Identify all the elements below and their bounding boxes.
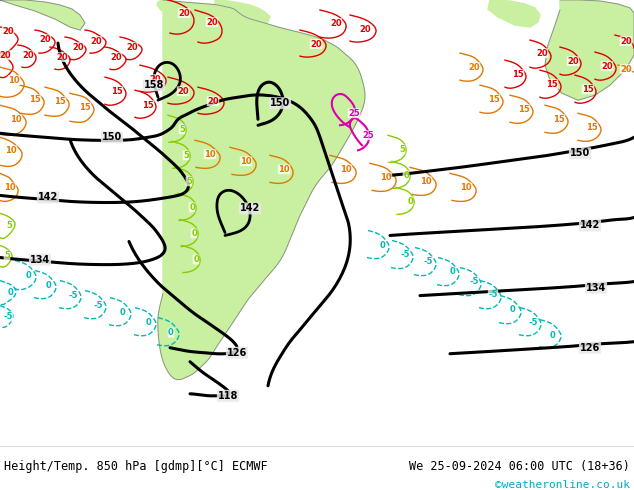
Text: -5: -5 [528, 318, 538, 327]
Text: 10: 10 [420, 177, 432, 186]
Polygon shape [545, 0, 634, 100]
Text: 150: 150 [570, 148, 590, 158]
Text: 0: 0 [379, 241, 385, 250]
Text: 5: 5 [179, 125, 185, 134]
Text: 5: 5 [183, 151, 189, 160]
Text: 0: 0 [510, 305, 516, 314]
Text: 20: 20 [90, 37, 102, 46]
Text: 15: 15 [586, 123, 598, 132]
Text: 0: 0 [191, 229, 197, 238]
Text: 15: 15 [54, 97, 66, 106]
Text: Height/Temp. 850 hPa [gdmp][°C] ECMWF: Height/Temp. 850 hPa [gdmp][°C] ECMWF [4, 460, 268, 473]
Text: 0: 0 [403, 171, 409, 180]
Text: 0: 0 [7, 288, 13, 297]
Text: 158: 158 [144, 80, 164, 90]
Text: 20: 20 [126, 43, 138, 51]
Text: 15: 15 [518, 105, 530, 114]
Text: 20: 20 [601, 62, 613, 71]
Text: 20: 20 [39, 35, 51, 44]
Text: 10: 10 [278, 165, 290, 174]
Text: 150: 150 [102, 132, 122, 142]
Text: 5: 5 [399, 145, 405, 154]
Text: 15: 15 [582, 85, 594, 94]
Text: 10: 10 [460, 183, 472, 192]
Text: 20: 20 [178, 8, 190, 18]
Text: 15: 15 [546, 80, 558, 89]
Text: 20: 20 [330, 19, 342, 27]
Text: 20: 20 [0, 50, 11, 60]
Text: 10: 10 [380, 173, 392, 182]
Text: 20: 20 [206, 18, 218, 26]
Text: 15: 15 [488, 95, 500, 104]
Text: 10: 10 [240, 157, 252, 166]
Text: 5: 5 [186, 177, 192, 186]
Text: 0: 0 [168, 328, 174, 337]
Text: 0: 0 [449, 267, 455, 276]
Text: 15: 15 [29, 95, 41, 104]
Text: 126: 126 [580, 343, 600, 353]
Text: 20: 20 [2, 26, 14, 36]
Text: 10: 10 [8, 75, 20, 85]
Text: -5: -5 [424, 257, 433, 266]
Text: 142: 142 [38, 193, 58, 202]
Text: 10: 10 [4, 183, 16, 192]
Text: 15: 15 [142, 101, 154, 110]
Text: 20: 20 [149, 74, 161, 84]
Text: 142: 142 [240, 203, 260, 214]
Polygon shape [488, 0, 540, 27]
Text: 0: 0 [25, 271, 31, 280]
Text: 20: 20 [310, 40, 322, 49]
Polygon shape [0, 0, 85, 30]
Text: 20: 20 [56, 52, 68, 62]
Text: 134: 134 [586, 283, 606, 293]
Text: 20: 20 [620, 65, 632, 74]
Text: 0: 0 [189, 203, 195, 212]
Text: 134: 134 [30, 254, 50, 265]
Text: 142: 142 [580, 220, 600, 230]
Text: 20: 20 [22, 50, 34, 60]
Text: 20: 20 [536, 49, 548, 58]
Polygon shape [157, 0, 175, 15]
Text: 25: 25 [348, 109, 360, 118]
Text: 20: 20 [567, 57, 579, 66]
Polygon shape [215, 0, 270, 25]
Text: 20: 20 [620, 37, 632, 46]
Text: 20: 20 [72, 43, 84, 51]
Text: 25: 25 [362, 131, 374, 140]
Text: 5: 5 [6, 221, 12, 230]
Text: 15: 15 [79, 103, 91, 112]
Text: 20: 20 [110, 52, 122, 62]
Text: 118: 118 [218, 391, 238, 401]
Text: -5: -5 [3, 312, 13, 321]
Text: 0: 0 [46, 281, 52, 290]
Text: ©weatheronline.co.uk: ©weatheronline.co.uk [495, 480, 630, 490]
Text: 150: 150 [270, 98, 290, 108]
Text: 5: 5 [4, 251, 10, 260]
Text: 0: 0 [145, 318, 151, 327]
Text: -5: -5 [488, 290, 498, 299]
Text: 20: 20 [207, 97, 219, 106]
Text: 10: 10 [5, 146, 17, 155]
Text: 0: 0 [550, 331, 556, 340]
Text: -5: -5 [469, 277, 479, 286]
Text: -5: -5 [68, 291, 78, 300]
Text: 0: 0 [193, 255, 199, 264]
Polygon shape [158, 0, 365, 380]
Text: We 25-09-2024 06:00 UTC (18+36): We 25-09-2024 06:00 UTC (18+36) [409, 460, 630, 473]
Text: -5: -5 [400, 250, 410, 259]
Text: 20: 20 [468, 63, 480, 72]
Text: 126: 126 [227, 348, 247, 358]
Text: 10: 10 [204, 150, 216, 159]
Text: 15: 15 [553, 115, 565, 124]
Text: 10: 10 [10, 115, 22, 124]
Text: -5: -5 [93, 301, 103, 310]
Text: 15: 15 [111, 87, 123, 96]
Text: 15: 15 [512, 70, 524, 79]
Text: 20: 20 [359, 24, 371, 33]
Text: 20: 20 [177, 87, 189, 96]
Text: 0: 0 [407, 197, 413, 206]
Text: 10: 10 [340, 165, 352, 174]
Text: 0: 0 [120, 308, 126, 317]
